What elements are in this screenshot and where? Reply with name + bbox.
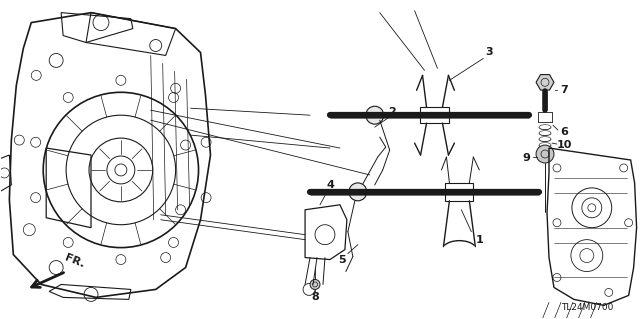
Text: 4: 4	[326, 180, 334, 190]
Text: 1: 1	[476, 235, 483, 245]
Text: 10: 10	[556, 140, 572, 150]
Text: TL24M0700: TL24M0700	[561, 303, 613, 312]
Polygon shape	[536, 75, 554, 90]
Text: 6: 6	[560, 127, 568, 137]
Circle shape	[366, 106, 384, 124]
Text: 5: 5	[338, 255, 346, 264]
Text: 7: 7	[560, 85, 568, 95]
Text: 2: 2	[388, 107, 396, 117]
Circle shape	[536, 145, 554, 163]
Circle shape	[349, 183, 367, 201]
Text: 8: 8	[311, 293, 319, 302]
Circle shape	[310, 279, 320, 289]
Text: 9: 9	[522, 153, 530, 163]
Text: 3: 3	[486, 48, 493, 57]
Text: FR.: FR.	[63, 253, 86, 270]
